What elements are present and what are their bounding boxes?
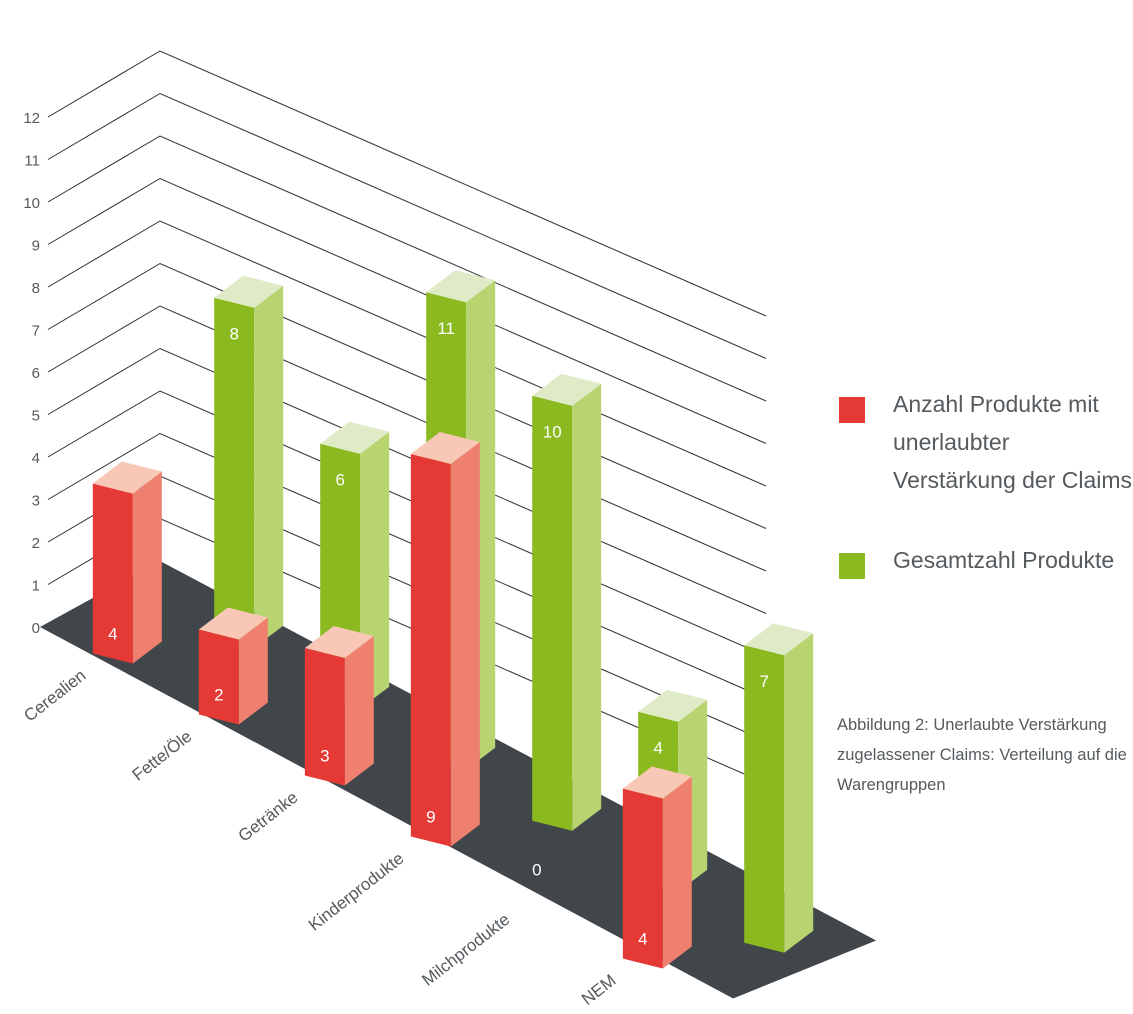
bar-red-side — [132, 471, 162, 664]
bar-green: 10 — [532, 373, 602, 831]
y-tick-label: 5 — [32, 408, 40, 425]
bar-red-front — [304, 648, 345, 786]
category-label: NEM — [578, 971, 619, 1009]
bar-red-top — [622, 766, 692, 799]
bar-red-side — [344, 636, 374, 786]
bar-green: 7 — [744, 623, 814, 953]
bar-green-value-label: 10 — [543, 423, 562, 442]
bar-red-top — [92, 461, 162, 494]
category-label: Cerealien — [20, 666, 89, 726]
bar-red-value-label: 0 — [532, 861, 541, 880]
bar-red-value-label: 2 — [214, 686, 223, 705]
bar-red-value-label: 3 — [320, 747, 329, 766]
bar-green-value-label: 11 — [437, 319, 455, 338]
bar-red: 0 — [532, 861, 541, 880]
chart-legend: Anzahl Produkte mit unerlaubter Verstärk… — [837, 385, 1132, 579]
bar-green-side — [254, 285, 284, 648]
legend-label-green: Gesamtzahl Produkte — [893, 547, 1115, 573]
bar-red: 4 — [92, 461, 162, 664]
bar-green-top — [532, 373, 602, 406]
category-label: Getränke — [235, 788, 302, 846]
gridlines — [47, 50, 767, 784]
bar-red-front — [198, 629, 239, 725]
y-tick-label: 7 — [32, 323, 40, 340]
bar-red-value-label: 4 — [638, 930, 647, 949]
y-tick-label: 10 — [23, 195, 40, 212]
y-tick-label: 12 — [23, 110, 40, 127]
bar-red-value-label: 4 — [108, 625, 117, 644]
y-tick-label: 11 — [24, 153, 40, 170]
bar-red-front — [622, 788, 663, 969]
bar-red-side — [450, 442, 480, 847]
legend-item-green: Gesamtzahl Produkte — [837, 541, 1127, 579]
bar-green-front — [214, 297, 255, 648]
category-label: Fette/Öle — [129, 727, 196, 785]
bar-green-value-label: 7 — [759, 672, 768, 691]
bar-red-front — [92, 483, 133, 664]
bar-red-top — [304, 626, 374, 659]
bar-green-top — [638, 689, 708, 722]
bar-green-top — [320, 421, 390, 454]
bar-red-side — [238, 617, 268, 725]
gridline — [47, 50, 767, 317]
bar-green-side — [572, 383, 602, 831]
bar-red-top — [198, 607, 268, 640]
bar-green-front — [532, 395, 573, 831]
bar-green-top — [214, 275, 284, 308]
bar-red-front — [410, 454, 451, 847]
bar-red: 2 — [198, 607, 268, 725]
y-tick-label: 4 — [32, 450, 40, 467]
legend-swatch-green — [839, 553, 865, 579]
y-tick-label: 6 — [32, 365, 40, 382]
y-tick-label: 2 — [32, 535, 40, 552]
legend-item-red: Anzahl Produkte mit unerlaubter Verstärk… — [837, 385, 1132, 499]
bar-red-top — [410, 432, 480, 465]
y-tick-label: 1 — [32, 578, 40, 595]
bar-green-top — [744, 623, 814, 656]
category-label: Milchprodukte — [418, 910, 513, 990]
y-tick-label: 8 — [32, 280, 40, 297]
bar-green-top — [426, 270, 496, 303]
gridline — [47, 177, 767, 444]
y-tick-label: 9 — [32, 238, 40, 255]
bar-green-value-label: 8 — [229, 325, 238, 344]
bar-green-value-label: 4 — [653, 739, 662, 758]
legend-swatch-red — [839, 397, 865, 423]
bar-red: 9 — [410, 432, 480, 847]
gridline — [47, 135, 767, 402]
bar-green-value-label: 6 — [335, 471, 344, 490]
bar-green-front — [744, 645, 785, 953]
figure-caption: Abbildung 2: Unerlaubte Verstärkung zuge… — [837, 716, 1127, 794]
bar-green-side — [784, 633, 814, 953]
y-tick-label: 3 — [32, 493, 40, 510]
bar-red-value-label: 9 — [426, 808, 435, 827]
bar-green: 8 — [214, 275, 284, 648]
bar-red: 3 — [304, 626, 374, 786]
category-label: Kinderprodukte — [305, 849, 408, 935]
y-tick-label: 0 — [32, 620, 40, 637]
bar-red: 4 — [622, 766, 692, 969]
legend-label-red: Anzahl Produkte mit unerlaubter Verstärk… — [893, 391, 1133, 493]
bar-red-side — [662, 776, 692, 969]
gridline — [47, 92, 767, 359]
